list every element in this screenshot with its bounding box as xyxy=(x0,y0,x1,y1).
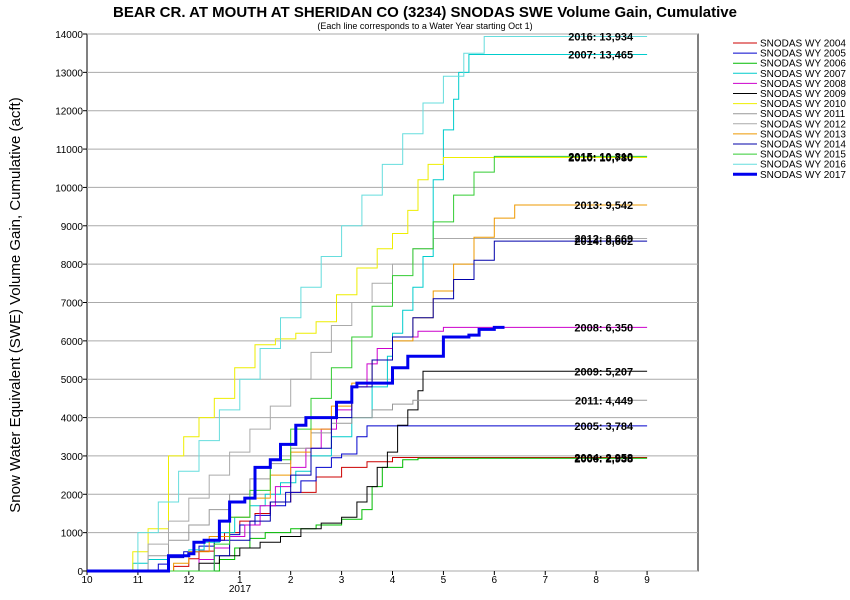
series-line xyxy=(87,36,648,572)
x-tick-label: 9 xyxy=(644,575,650,586)
series-end-labels: 2004: 2,958 2005: 3,784 2006: 2,938 2007: 1… xyxy=(568,32,634,466)
chart-title: BEAR CR. AT MOUTH AT SHERIDAN CO (3234) … xyxy=(113,4,737,21)
legend-entry: SNODAS WY 2016 xyxy=(760,160,846,171)
x-tick-label: 5 xyxy=(441,575,447,586)
legend-entry: SNODAS WY 2017 xyxy=(760,170,846,181)
series-line xyxy=(87,325,505,573)
legend-entry: SNODAS WY 2006 xyxy=(760,59,846,70)
series-line xyxy=(87,370,648,572)
series-end-label: 2007: 13,465 xyxy=(568,50,633,62)
x-tick-label: 2 xyxy=(288,575,294,586)
series-line xyxy=(87,457,648,572)
legend-entry: SNODAS WY 2013 xyxy=(760,129,846,140)
series-end-label: 2004: 2,958 xyxy=(574,453,633,465)
y-tick-label: 0 xyxy=(77,567,83,578)
series-end-label: 2006: 2,938 xyxy=(574,453,633,465)
y-tick-label: 4000 xyxy=(61,414,84,425)
series-end-label: 2016: 13,934 xyxy=(568,32,634,44)
x-tick-label: 12 xyxy=(183,575,195,586)
legend-entry: SNODAS WY 2009 xyxy=(760,89,846,100)
y-tick-label: 6000 xyxy=(61,337,84,348)
y-tick-label: 11000 xyxy=(56,145,84,156)
y-tick-label: 1000 xyxy=(61,529,84,540)
series-line xyxy=(87,457,648,572)
legend-entry: SNODAS WY 2012 xyxy=(760,119,846,130)
y-tick-label: 3000 xyxy=(61,452,84,463)
y-axis-label: Snow Water Equivalent (SWE) Volume Gain,… xyxy=(7,97,24,512)
series-end-label: 2014: 8,602 xyxy=(574,236,633,248)
legend-entry: SNODAS WY 2014 xyxy=(760,140,846,151)
series-end-label: 2015: 10,810 xyxy=(568,151,633,163)
legend-entry: SNODAS WY 2004 xyxy=(760,39,846,50)
y-tick-label: 14000 xyxy=(55,30,83,41)
series-line xyxy=(87,157,648,572)
y-tick-label: 13000 xyxy=(55,68,83,79)
y-axis-ticks: 0 1000 2000 3000 4000 5000 6000 7000 8000 9000 100… xyxy=(55,30,87,578)
x-tick-label: 7 xyxy=(542,575,548,586)
series-end-label: 2012: 8,669 xyxy=(574,233,633,245)
y-tick-label: 10000 xyxy=(55,183,83,194)
x-tick-label: 4 xyxy=(390,575,396,586)
series-line xyxy=(87,238,648,572)
y-tick-label: 5000 xyxy=(61,375,84,386)
x-tick-label: 3 xyxy=(339,575,345,586)
series-end-label: 2010: 10,780 xyxy=(568,153,633,165)
series-line xyxy=(87,240,648,572)
gridlines xyxy=(87,33,698,572)
y-tick-label: 12000 xyxy=(55,107,83,118)
x-axis-ticks: 10 11 12 1 2 3 4 5 6 7 8 9 xyxy=(81,571,650,586)
series-end-label: 2008: 6,350 xyxy=(574,322,633,334)
series-end-label: 2011: 4,449 xyxy=(575,395,633,407)
series-lines xyxy=(87,36,648,573)
x-tick-label: 1 xyxy=(237,575,243,586)
x-axis-year-label: 2017 xyxy=(229,584,252,595)
legend-entry: SNODAS WY 2011 xyxy=(760,109,846,120)
x-tick-label: 8 xyxy=(593,575,599,586)
series-line xyxy=(87,326,648,572)
series-line xyxy=(87,425,648,572)
y-tick-label: 9000 xyxy=(61,222,84,233)
legend-entry: SNODAS WY 2010 xyxy=(760,99,846,110)
series-line xyxy=(87,155,648,572)
y-tick-label: 8000 xyxy=(61,260,84,271)
legend-entry: SNODAS WY 2005 xyxy=(760,49,846,60)
series-end-label: 2009: 5,207 xyxy=(574,366,633,378)
x-tick-label: 11 xyxy=(133,575,144,586)
y-tick-label: 7000 xyxy=(61,299,84,310)
legend-entry: SNODAS WY 2015 xyxy=(760,150,846,161)
x-tick-label: 10 xyxy=(81,575,93,586)
series-end-label: 2005: 3,784 xyxy=(574,421,634,433)
chart-subtitle: (Each line corresponds to a Water Year s… xyxy=(317,21,532,31)
legend-entry: SNODAS WY 2008 xyxy=(760,79,846,90)
x-tick-label: 6 xyxy=(492,575,498,586)
legend-entry: SNODAS WY 2007 xyxy=(760,69,846,80)
series-end-label: 2013: 9,542 xyxy=(574,200,633,212)
y-tick-label: 2000 xyxy=(61,490,84,501)
series-line xyxy=(87,204,648,572)
